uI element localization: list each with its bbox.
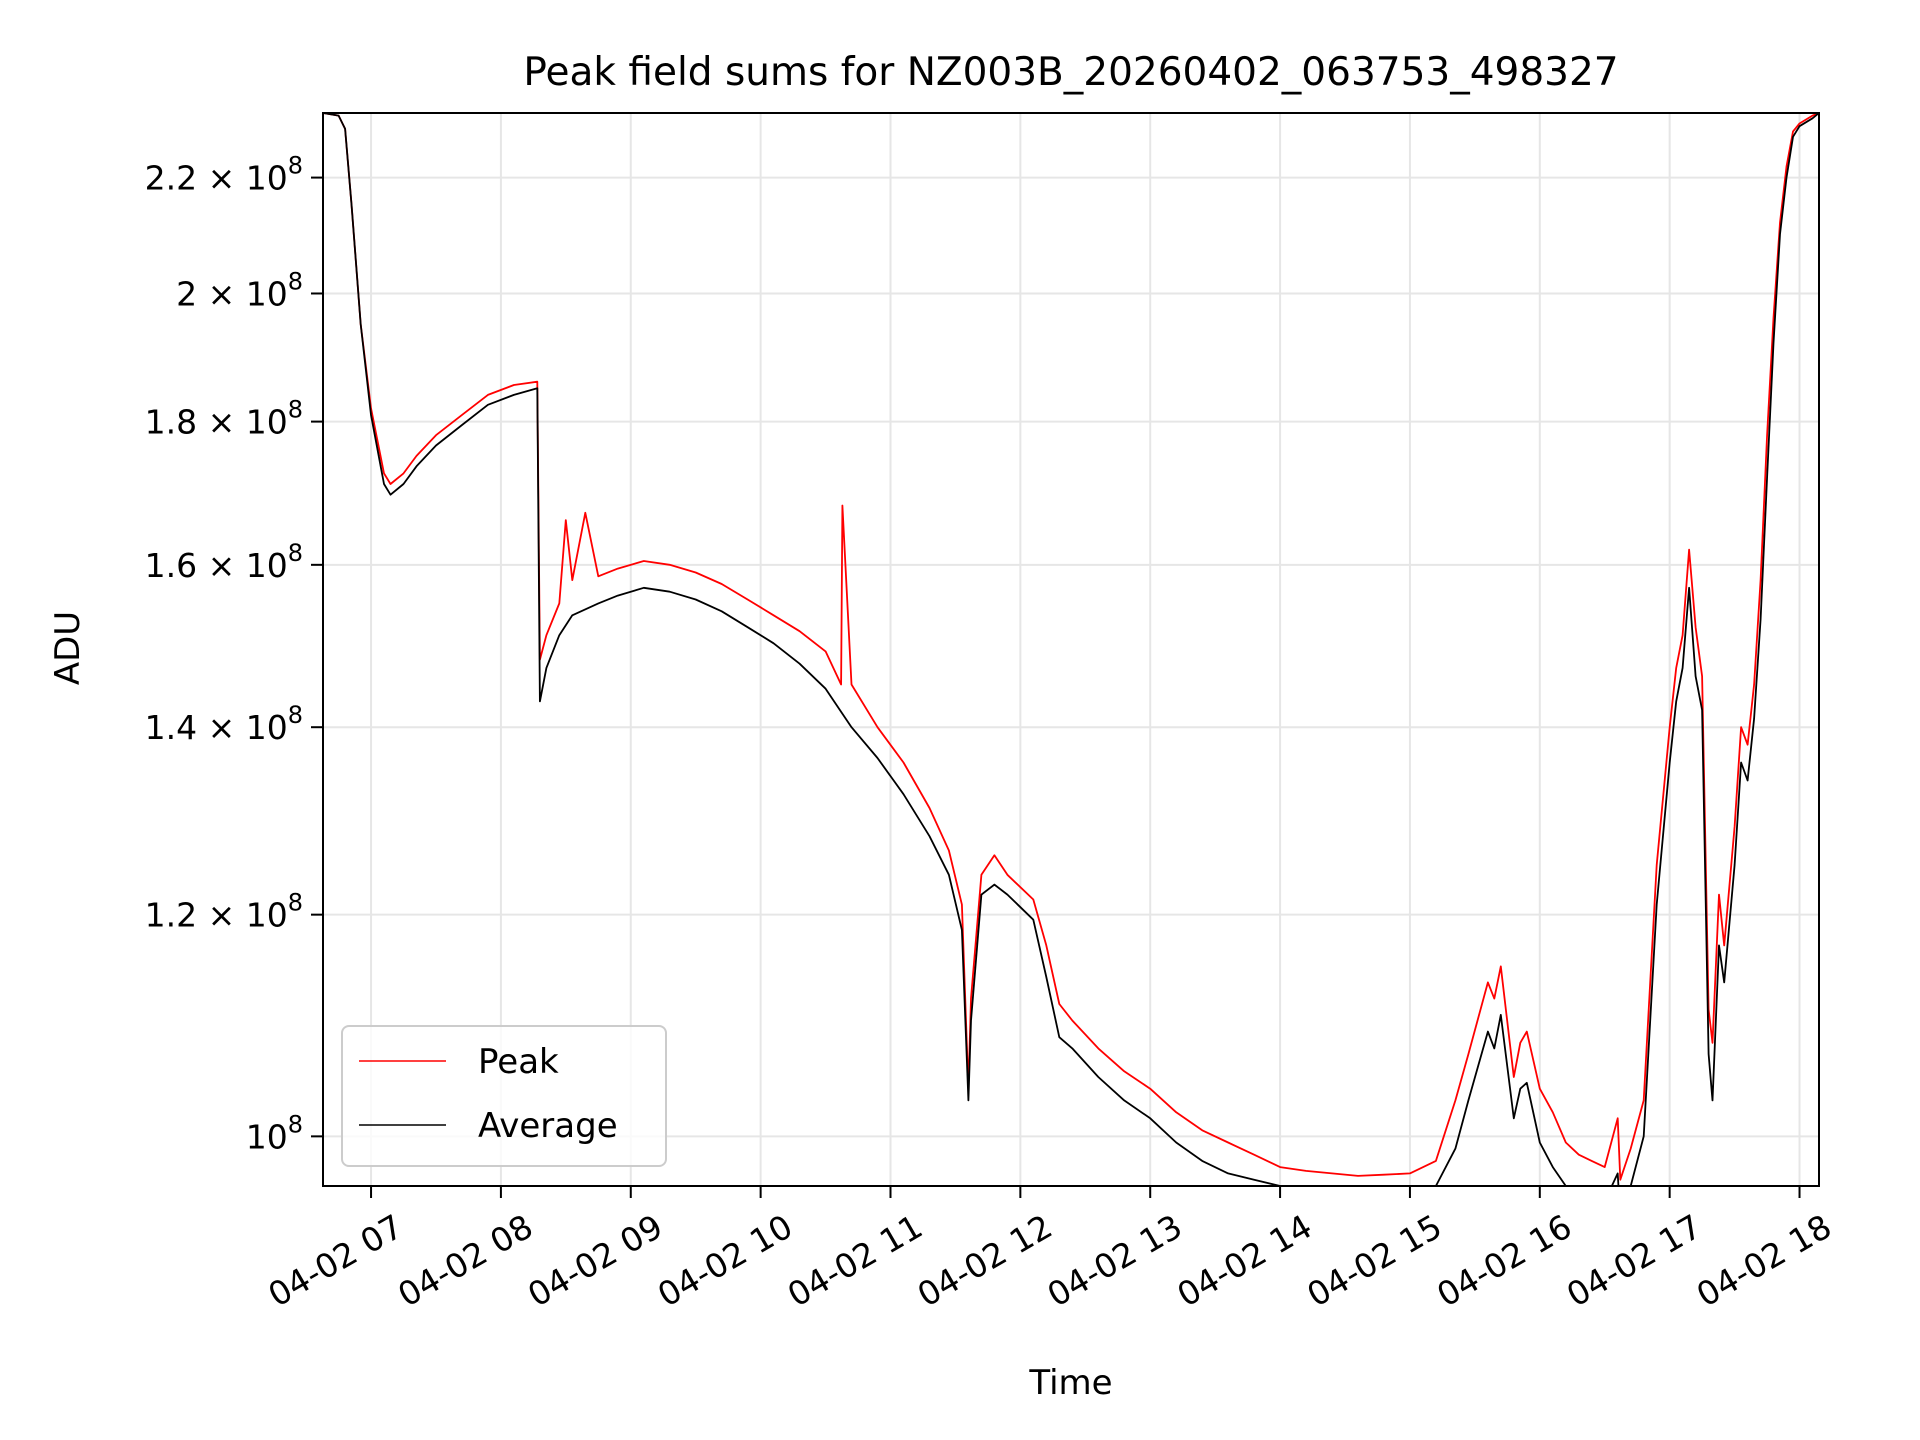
chart-title: Peak field sums for NZ003B_20260402_0637… — [523, 50, 1618, 95]
y-tick-label: 1.8 × 108 — [145, 396, 303, 442]
series-line-peak — [323, 113, 1819, 1181]
grid-lines — [323, 113, 1819, 1186]
y-tick-label: 2 × 108 — [176, 267, 303, 313]
legend-label-peak: Peak — [478, 1042, 559, 1082]
series-lines — [323, 113, 1819, 1186]
series-line-average — [323, 113, 1819, 1186]
y-tick-label: 1.2 × 108 — [145, 889, 303, 935]
plot-frame — [322, 112, 1820, 1187]
x-axis-label: Time — [1028, 1363, 1112, 1403]
y-axis-ticks: 108 1.2 × 108 1.4 × 108 1.6 × 108 1.8 × 108 2… — [145, 152, 323, 1156]
legend: Peak Average — [341, 1025, 667, 1167]
y-tick-label: 2.2 × 108 — [145, 152, 303, 198]
y-tick-label: 1.6 × 108 — [145, 539, 303, 585]
y-tick-label: 1.4 × 108 — [145, 701, 303, 747]
y-axis-label: ADU — [48, 611, 88, 685]
legend-label-average: Average — [478, 1106, 618, 1146]
y-tick-label: 108 — [246, 1110, 303, 1156]
